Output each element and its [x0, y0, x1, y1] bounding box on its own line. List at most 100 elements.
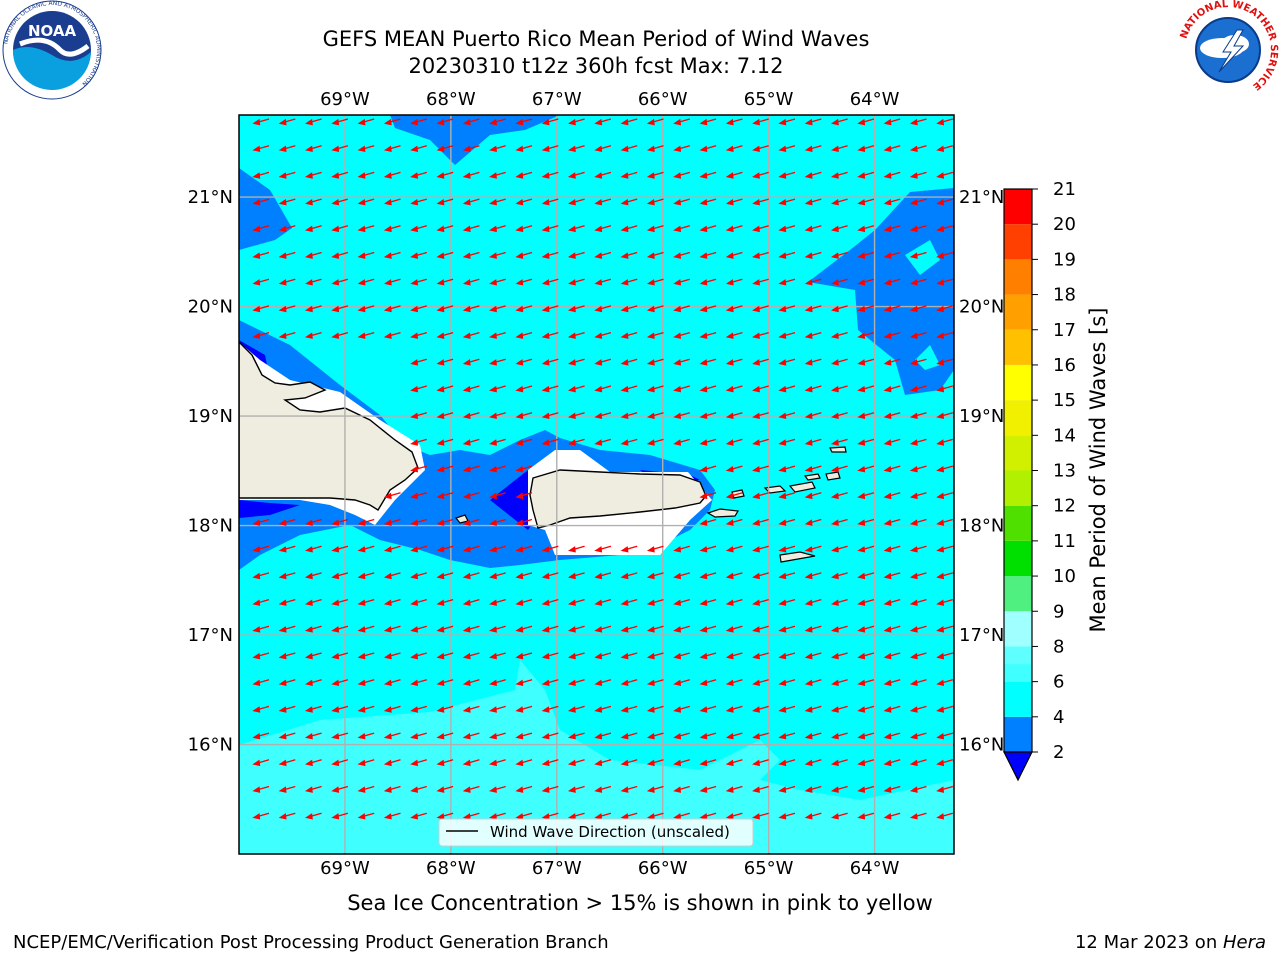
wave-direction-arrow	[567, 572, 585, 580]
wave-direction-arrow	[883, 198, 901, 206]
colorbar-segment	[1004, 259, 1032, 295]
wave-direction-arrow	[804, 225, 822, 233]
wave-direction-arrow	[699, 492, 717, 500]
wave-direction-arrow	[594, 225, 612, 233]
lon-label-bottom: 68°W	[426, 858, 476, 879]
wave-direction-arrow	[594, 598, 612, 606]
colorbar-tick-label: 8	[1053, 636, 1064, 657]
wave-direction-arrow	[515, 545, 533, 553]
wave-direction-arrow	[594, 705, 612, 713]
wave-direction-arrow	[252, 145, 270, 153]
colorbar-under-arrow	[1003, 751, 1033, 782]
wave-direction-arrow	[778, 118, 796, 126]
wave-direction-arrow	[673, 545, 690, 553]
lat-label-right: 21°N	[959, 187, 1004, 208]
wave-direction-arrow	[515, 572, 533, 580]
wave-direction-arrow	[725, 598, 743, 606]
wave-direction-arrow	[594, 331, 612, 339]
wave-direction-arrow	[699, 572, 717, 580]
wave-direction-arrow	[410, 545, 427, 553]
wave-direction-arrow	[804, 598, 822, 606]
footer-host: Hera	[1222, 932, 1266, 953]
wave-direction-arrow	[304, 225, 322, 233]
wave-direction-arrow	[725, 732, 743, 740]
wave-direction-arrow	[331, 278, 349, 286]
wave-direction-arrow	[515, 812, 533, 820]
wave-direction-arrow	[909, 759, 927, 767]
wave-direction-arrow	[752, 492, 769, 500]
colorbar-segment	[1004, 294, 1032, 330]
wave-direction-arrow	[804, 518, 822, 526]
colorbar-label: Mean Period of Wind Waves [s]	[1086, 308, 1110, 633]
chart-subtitle: 20230310 t12z 360h fcst Max: 7.12	[408, 54, 784, 78]
wave-direction-arrow	[699, 705, 717, 713]
wave-direction-arrow	[515, 225, 533, 233]
wave-direction-arrow	[646, 785, 664, 793]
wave-direction-arrow	[462, 759, 480, 767]
wave-direction-arrow	[462, 625, 480, 633]
wave-direction-arrow	[725, 171, 743, 179]
wave-direction-arrow	[304, 652, 322, 660]
wave-direction-arrow	[278, 251, 296, 259]
wave-direction-arrow	[725, 145, 743, 153]
wave-direction-arrow	[778, 518, 796, 526]
wave-direction-arrow	[383, 572, 401, 580]
wave-direction-arrow	[857, 785, 875, 793]
wave-direction-arrow	[857, 732, 875, 740]
wave-direction-arrow	[462, 412, 480, 420]
wave-direction-arrow	[383, 759, 401, 767]
wave-direction-arrow	[646, 625, 664, 633]
footer-credit: NCEP/EMC/Verification Post Processing Pr…	[13, 932, 609, 953]
wave-direction-arrow	[909, 705, 927, 713]
wave-direction-arrow	[752, 598, 769, 606]
wave-direction-arrow	[909, 118, 927, 126]
wave-direction-arrow	[383, 331, 401, 339]
wave-direction-arrow	[883, 225, 901, 233]
wave-direction-arrow	[857, 652, 875, 660]
wave-direction-arrow	[515, 652, 533, 660]
short-period-hispaniola	[239, 320, 715, 570]
wave-direction-arrow	[699, 278, 717, 286]
wave-direction-arrow	[541, 118, 559, 126]
lon-label-top: 64°W	[850, 89, 900, 110]
wave-direction-arrow	[357, 198, 375, 206]
wave-direction-arrow	[567, 412, 585, 420]
wave-direction-arrow	[883, 438, 901, 446]
wave-direction-arrow	[567, 438, 585, 446]
wave-direction-arrow	[436, 171, 454, 179]
wave-direction-arrow	[646, 198, 664, 206]
wave-direction-arrow	[909, 331, 927, 339]
colorbar-tick-label: 9	[1053, 601, 1064, 622]
wave-direction-arrow	[304, 145, 322, 153]
wave-direction-arrow	[909, 438, 927, 446]
wave-direction-arrow	[725, 679, 743, 687]
wave-direction-arrow	[699, 812, 717, 820]
wave-direction-arrow	[594, 732, 612, 740]
wave-direction-arrow	[436, 385, 454, 393]
wave-direction-arrow	[410, 171, 427, 179]
wave-direction-arrow	[883, 331, 901, 339]
colorbar-tick-label: 10	[1053, 566, 1076, 587]
wave-direction-arrow	[620, 572, 638, 580]
wave-direction-arrow	[304, 305, 322, 313]
wave-direction-arrow	[804, 145, 822, 153]
wave-direction-arrow	[304, 785, 322, 793]
wave-direction-arrow	[252, 198, 270, 206]
wave-direction-arrow	[804, 412, 822, 420]
wave-direction-arrow	[752, 465, 769, 473]
colorbar-segment	[1004, 664, 1032, 682]
wave-direction-arrow	[436, 225, 454, 233]
colorbar-tick-label: 11	[1053, 531, 1076, 552]
lon-label-top: 68°W	[426, 89, 476, 110]
wave-direction-arrow	[699, 305, 717, 313]
wave-direction-arrow	[489, 518, 506, 526]
wave-direction-arrow	[699, 598, 717, 606]
wave-direction-arrow	[830, 225, 848, 233]
wave-direction-arrow	[699, 518, 717, 526]
lon-label-bottom: 66°W	[638, 858, 688, 879]
wave-direction-arrow	[673, 385, 690, 393]
wave-direction-arrow	[541, 171, 559, 179]
wave-direction-arrow	[489, 145, 506, 153]
wave-direction-arrow	[830, 545, 848, 553]
wave-direction-arrow	[673, 759, 690, 767]
